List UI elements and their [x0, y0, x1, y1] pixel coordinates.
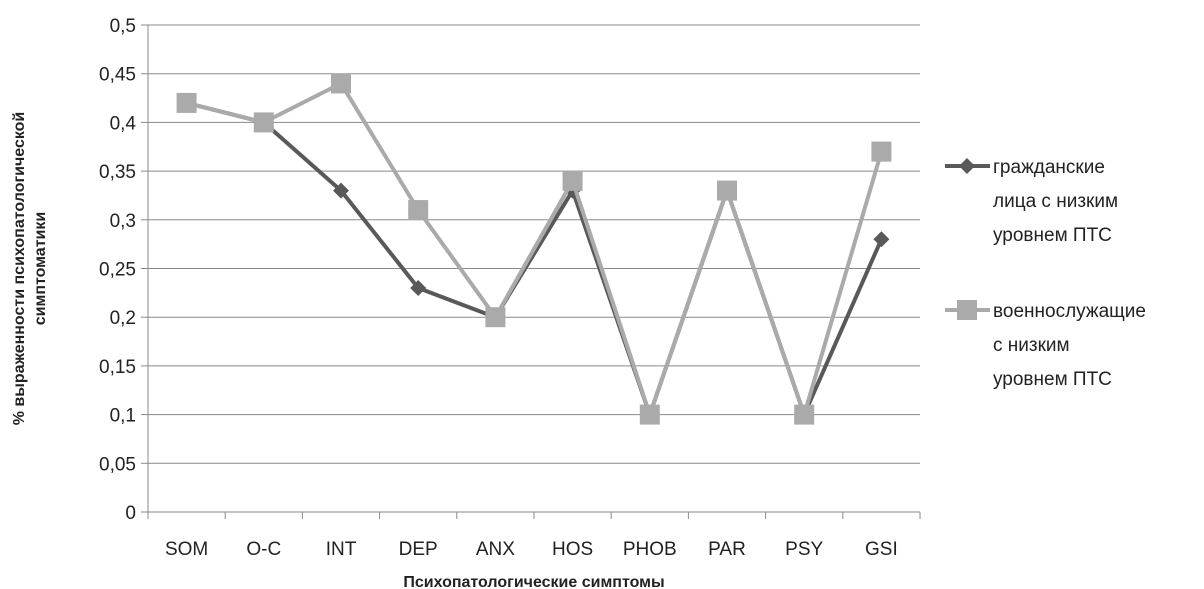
x-tick-label: HOS — [552, 539, 593, 560]
y-tick-label: 0,1 — [110, 406, 136, 427]
x-tick-label: GSI — [865, 539, 898, 560]
x-tick-label: SOM — [165, 539, 208, 560]
y-tick-label: 0,5 — [110, 16, 136, 37]
data-point-marker — [485, 307, 506, 328]
data-point-marker — [959, 158, 975, 174]
axes — [141, 24, 921, 519]
legend-label: лица с низким — [993, 191, 1118, 212]
data-point-marker — [333, 182, 349, 199]
x-tick-label: PSY — [785, 539, 823, 560]
series-1 — [178, 94, 890, 423]
data-point-marker — [871, 141, 892, 162]
y-tick-label: 0,05 — [99, 454, 136, 475]
y-tick-label: 0 — [125, 503, 136, 524]
x-axis-title: Психопатологические симптомы — [403, 574, 664, 589]
y-tick-label: 0,4 — [110, 113, 137, 134]
series-2 — [176, 73, 892, 425]
legend-label: уровнем ПТС — [993, 225, 1112, 246]
legend-item: военнослужащие с низким уровнем ПТС — [945, 300, 1146, 390]
legend-label: с низким — [993, 335, 1070, 356]
data-point-marker — [717, 180, 737, 201]
data-point-marker — [562, 170, 583, 191]
x-tick-label: ANX — [476, 539, 515, 560]
gridlines — [148, 24, 920, 464]
y-tick-label: 0,2 — [110, 308, 136, 329]
data-point-marker — [794, 404, 815, 425]
data-point-marker — [331, 73, 351, 94]
x-tick-label: O-C — [246, 539, 281, 560]
data-point-marker — [873, 231, 890, 248]
data-point-marker — [176, 92, 197, 113]
y-axis-title-line: симптоматики — [32, 212, 49, 325]
series-group — [176, 73, 892, 425]
legend-item: гражданские лица с низким уровнем ПТС — [945, 157, 1118, 246]
legend-label: гражданские — [993, 157, 1105, 178]
y-axis-title: % выраженности психопатологической симпто… — [11, 112, 49, 426]
x-tick-label: INT — [326, 539, 357, 560]
y-axis-title-line: % выраженности психопатологической — [11, 112, 28, 426]
series-line — [186, 81, 884, 417]
x-tick-label: PHOB — [623, 539, 677, 560]
y-tick-label: 0,35 — [99, 162, 136, 183]
y-tick-label: 0,3 — [110, 211, 136, 232]
y-tick-labels: 0 0,05 0,1 0,15 0,2 0,25 0,3 0,35 0,4 0,45 0,5 — [99, 16, 136, 524]
data-point-marker — [253, 112, 274, 133]
legend-label: уровнем ПТС — [993, 369, 1112, 390]
y-tick-label: 0,15 — [99, 357, 136, 378]
x-tick-label: PAR — [708, 539, 746, 560]
data-point-marker — [408, 200, 429, 221]
series-line — [186, 100, 884, 417]
x-tick-labels: SOM O-C INT DEP ANX HOS PHOB PAR PSY GSI — [165, 539, 898, 560]
y-tick-label: 0,25 — [99, 260, 136, 281]
y-tick-label: 0,45 — [99, 65, 136, 86]
data-point-marker — [410, 279, 427, 296]
x-tick-label: DEP — [399, 539, 438, 560]
legend-label: военнослужащие — [993, 301, 1146, 322]
data-point-marker — [639, 404, 660, 425]
data-point-marker — [957, 300, 977, 320]
